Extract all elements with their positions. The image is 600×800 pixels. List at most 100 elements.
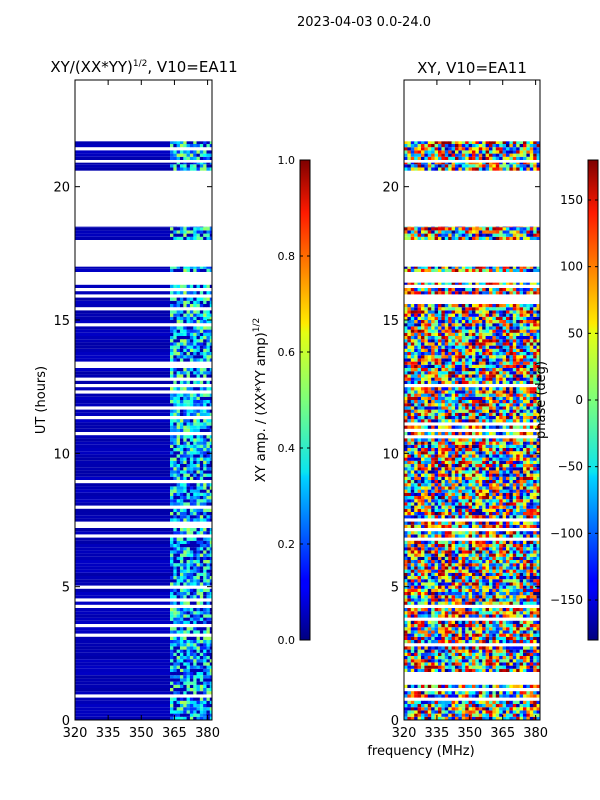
- heatmap-cell: [417, 665, 422, 669]
- heatmap-cell: [183, 326, 187, 330]
- heatmap-cell: [455, 470, 459, 474]
- heatmap-cell: [489, 489, 493, 493]
- heatmap-cell: [209, 457, 212, 461]
- heatmap-cell: [189, 515, 194, 519]
- heatmap-cell: [516, 486, 520, 490]
- heatmap-cell: [179, 393, 184, 397]
- heatmap-cell: [475, 505, 480, 509]
- heatmap-cell: [438, 457, 442, 461]
- heatmap-cell: [495, 665, 500, 669]
- heatmap-cell: [75, 444, 171, 448]
- heatmap-cell: [170, 668, 174, 672]
- heatmap-cell: [516, 515, 520, 519]
- heatmap-cell: [417, 483, 422, 487]
- heatmap-cell: [506, 716, 510, 720]
- heatmap-cell: [431, 710, 435, 714]
- heatmap-cell: [499, 454, 503, 458]
- heatmap-cell: [441, 588, 446, 592]
- heatmap-cell: [451, 620, 456, 624]
- heatmap-cell: [189, 646, 194, 650]
- heatmap-cell: [523, 592, 527, 596]
- heatmap-cell: [495, 521, 500, 525]
- heatmap-cell: [451, 659, 456, 663]
- heatmap-cell: [441, 566, 446, 570]
- heatmap-cell: [170, 576, 174, 580]
- heatmap-cell: [444, 531, 449, 535]
- heatmap-cell: [421, 646, 425, 650]
- heatmap-cell: [461, 665, 466, 669]
- heatmap-cell: [427, 444, 432, 448]
- heatmap-cell: [519, 636, 524, 640]
- heatmap-cell: [173, 688, 177, 692]
- heatmap-cell: [424, 579, 429, 583]
- heatmap-cell: [438, 483, 442, 487]
- heatmap-cell: [173, 608, 177, 612]
- heatmap-cell: [468, 656, 473, 660]
- heatmap-cell: [203, 508, 207, 512]
- heatmap-cell: [189, 608, 194, 612]
- heatmap-cell: [536, 572, 540, 576]
- heatmap-cell: [176, 486, 181, 490]
- heatmap-cell: [441, 432, 446, 436]
- heatmap-cell: [519, 492, 524, 496]
- heatmap-cell: [512, 457, 517, 461]
- heatmap-cell: [468, 441, 473, 445]
- heatmap-cell: [189, 540, 194, 544]
- heatmap-cell: [424, 566, 429, 570]
- heatmap-cell: [189, 345, 194, 349]
- heatmap-cell: [183, 659, 187, 663]
- heatmap-cell: [461, 550, 466, 554]
- heatmap-cell: [196, 617, 201, 621]
- heatmap-cell: [499, 585, 503, 589]
- heatmap-cell: [193, 352, 197, 356]
- heatmap-cell: [523, 470, 527, 474]
- heatmap-cell: [206, 403, 211, 407]
- heatmap-cell: [495, 441, 500, 445]
- heatmap-cell: [461, 614, 466, 618]
- heatmap-cell: [492, 515, 497, 519]
- heatmap-cell: [193, 473, 197, 477]
- heatmap-cell: [173, 592, 177, 596]
- heatmap-cell: [424, 419, 429, 423]
- heatmap-cell: [461, 576, 466, 580]
- heatmap-cell: [533, 601, 537, 605]
- heatmap-cell: [502, 566, 507, 570]
- heatmap-cell: [186, 608, 191, 612]
- heatmap-cell: [196, 457, 201, 461]
- heatmap-cell: [203, 326, 207, 330]
- heatmap-cell: [441, 502, 446, 506]
- heatmap-cell: [533, 496, 537, 500]
- heatmap-cell: [189, 470, 194, 474]
- heatmap-cell: [502, 694, 507, 698]
- heatmap-cell: [519, 579, 524, 583]
- heatmap-cell: [189, 713, 194, 717]
- heatmap-cell: [485, 707, 490, 711]
- heatmap-cell: [186, 358, 191, 362]
- heatmap-cell: [526, 630, 531, 634]
- heatmap-cell: [478, 700, 483, 704]
- heatmap-cell: [512, 460, 517, 464]
- heatmap-cell: [206, 547, 211, 551]
- heatmap-cell: [176, 422, 181, 426]
- heatmap-cell: [523, 700, 527, 704]
- heatmap-cell: [209, 425, 212, 429]
- heatmap-cell: [451, 457, 456, 461]
- heatmap-cell: [455, 566, 459, 570]
- heatmap-cell: [495, 492, 500, 496]
- heatmap-cell: [414, 531, 418, 535]
- heatmap-cell: [451, 444, 456, 448]
- heatmap-cell: [441, 438, 446, 442]
- heatmap-cell: [199, 579, 204, 583]
- heatmap-cell: [410, 489, 415, 493]
- heatmap-cell: [417, 659, 422, 663]
- heatmap-cell: [176, 563, 181, 567]
- heatmap-cell: [465, 572, 469, 576]
- heatmap-cell: [75, 400, 171, 404]
- heatmap-cell: [475, 489, 480, 493]
- heatmap-cell: [206, 167, 211, 171]
- heatmap-cell: [417, 486, 422, 490]
- heatmap-cell: [478, 502, 483, 506]
- heatmap-cell: [451, 502, 456, 506]
- heatmap-cell: [536, 627, 540, 631]
- heatmap-cell: [465, 473, 469, 477]
